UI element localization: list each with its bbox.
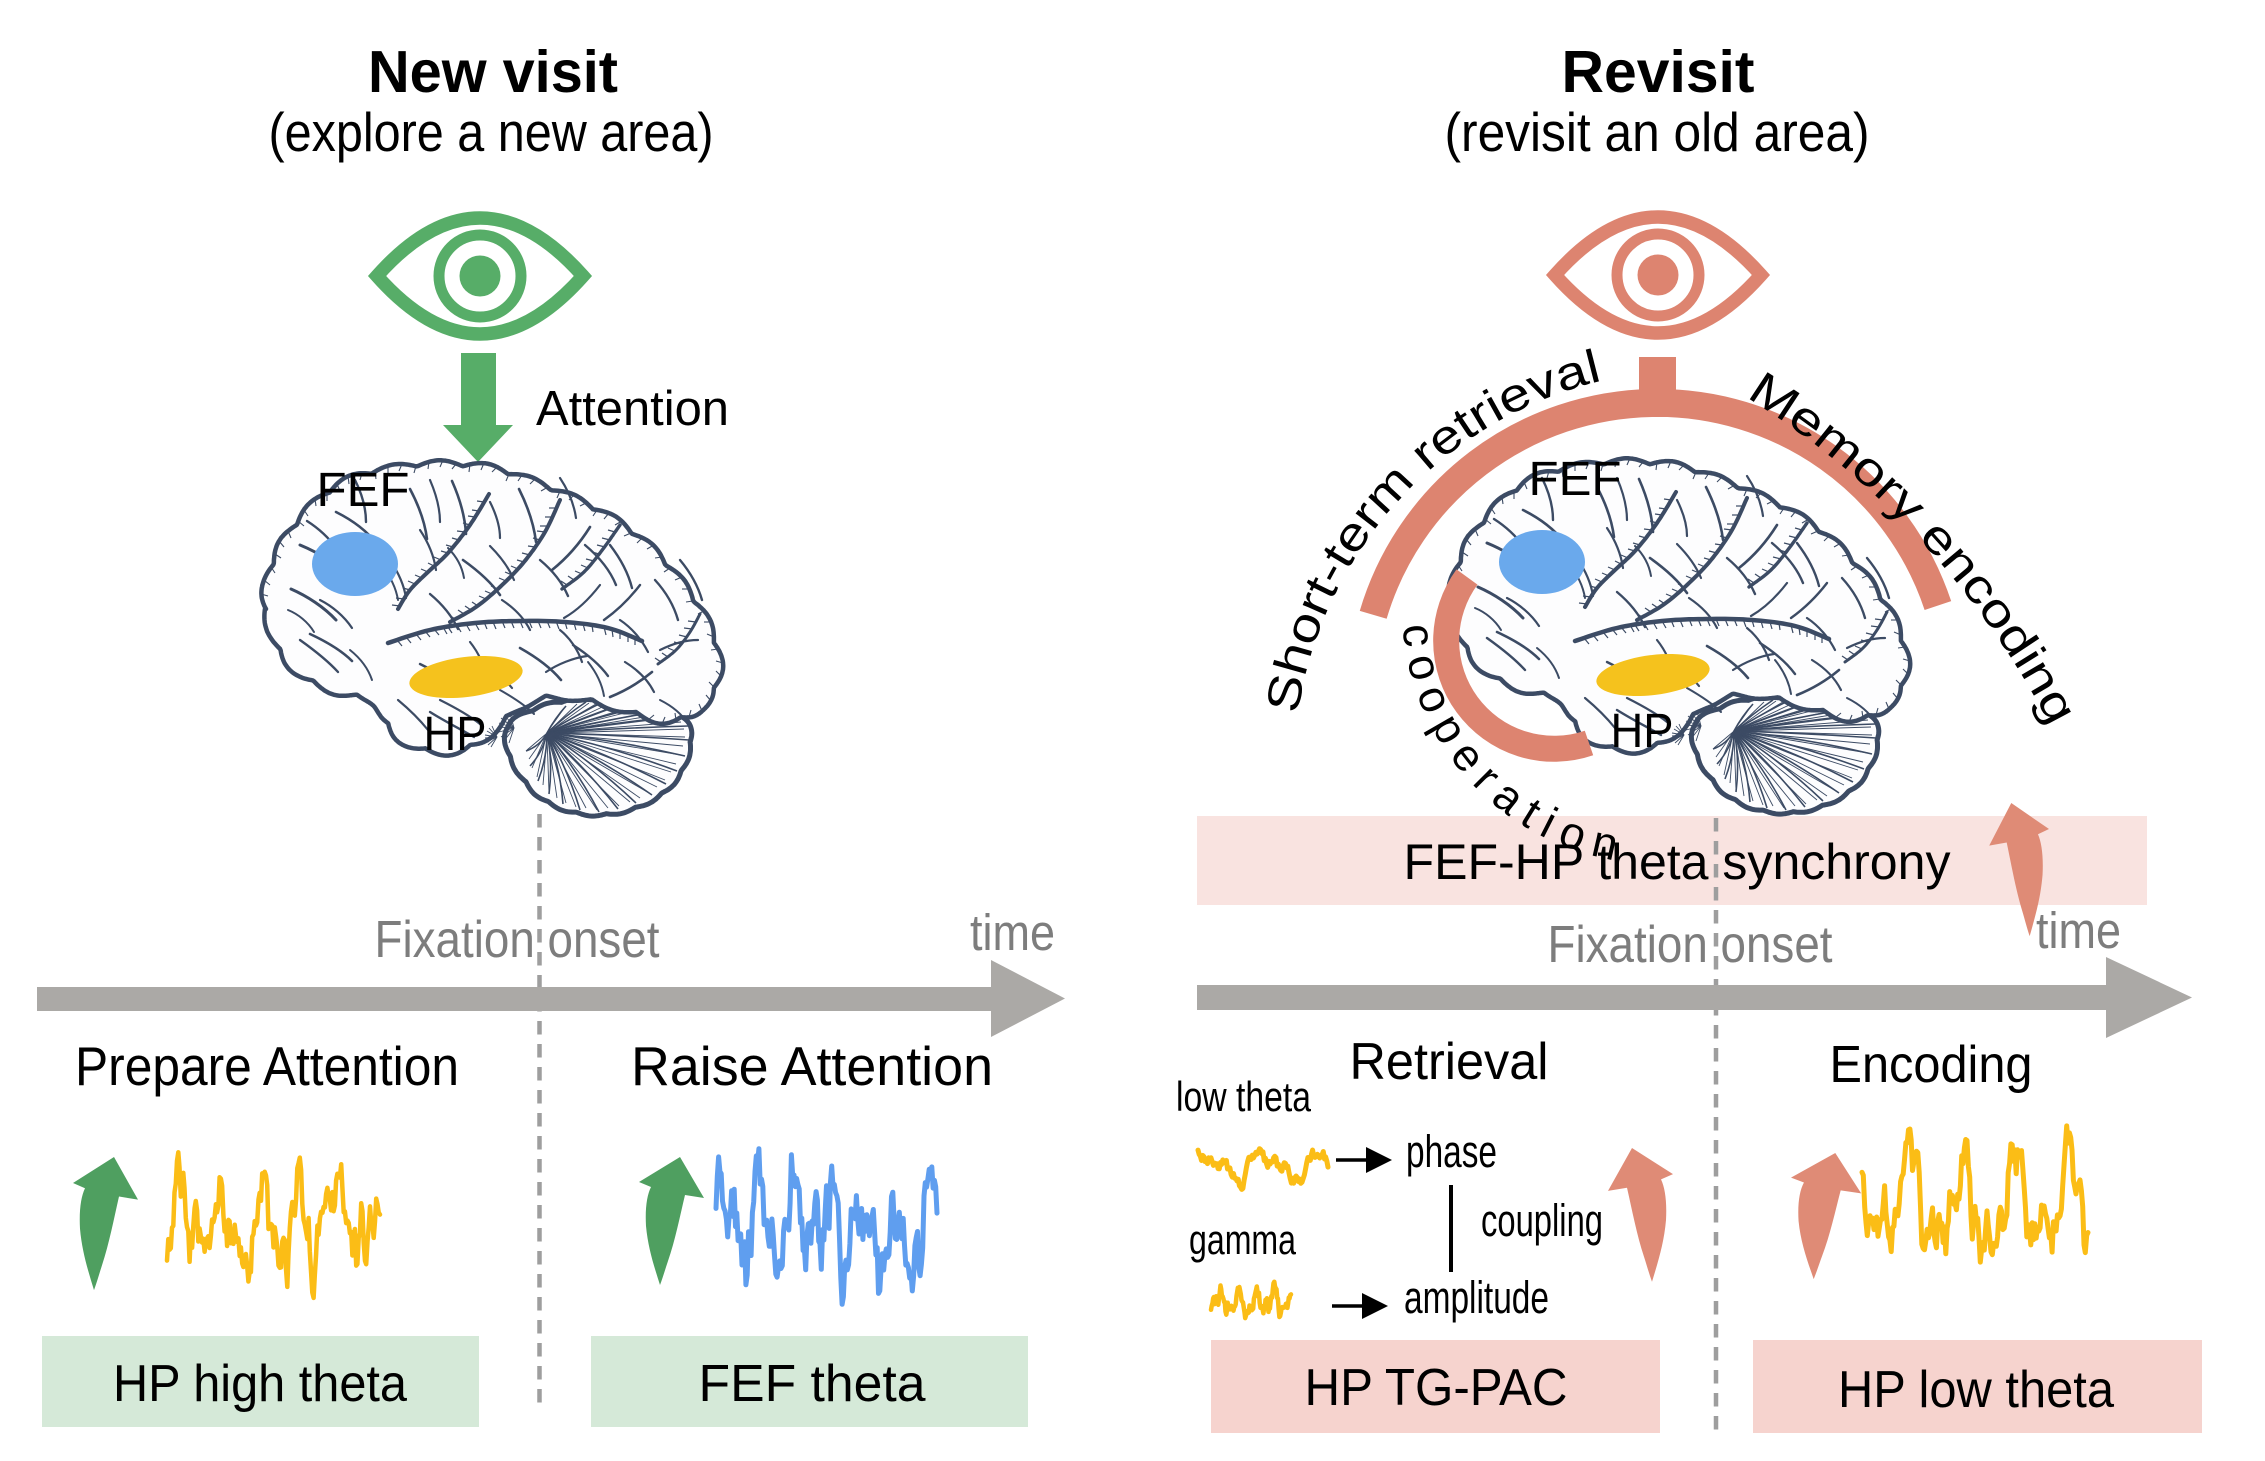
svg-text:Encoding: Encoding [1830,1036,2033,1094]
svg-text:gamma: gamma [1189,1216,1296,1263]
svg-text:Fixation onset: Fixation onset [1548,915,1833,973]
svg-text:HP: HP [424,708,487,761]
svg-text:Fixation onset: Fixation onset [375,910,660,968]
svg-text:FEF-HP theta synchrony: FEF-HP theta synchrony [1404,834,1951,890]
svg-text:Retrieval: Retrieval [1350,1033,1549,1091]
svg-text:FEF: FEF [317,464,410,517]
svg-text:(revisit an old area): (revisit an old area) [1445,101,1870,163]
svg-text:low theta: low theta [1176,1073,1312,1120]
svg-text:time: time [970,904,1055,961]
svg-text:time: time [2036,902,2121,959]
svg-text:Attention: Attention [536,382,729,436]
svg-text:New visit: New visit [368,39,618,105]
svg-text:(explore a new area): (explore a new area) [269,101,714,163]
svg-text:Prepare Attention: Prepare Attention [75,1035,459,1097]
svg-text:HP: HP [1611,705,1674,758]
svg-text:FEF: FEF [1529,453,1622,506]
svg-text:FEF theta: FEF theta [699,1355,926,1413]
svg-text:HP low theta: HP low theta [1838,1361,2114,1419]
svg-text:Raise Attention: Raise Attention [631,1035,993,1097]
svg-text:HP TG-PAC: HP TG-PAC [1305,1359,1568,1417]
svg-text:phase: phase [1406,1126,1497,1177]
svg-text:HP high theta: HP high theta [113,1355,407,1413]
svg-text:Revisit: Revisit [1562,39,1755,105]
svg-text:amplitude: amplitude [1404,1272,1549,1323]
svg-text:coupling: coupling [1481,1195,1603,1246]
